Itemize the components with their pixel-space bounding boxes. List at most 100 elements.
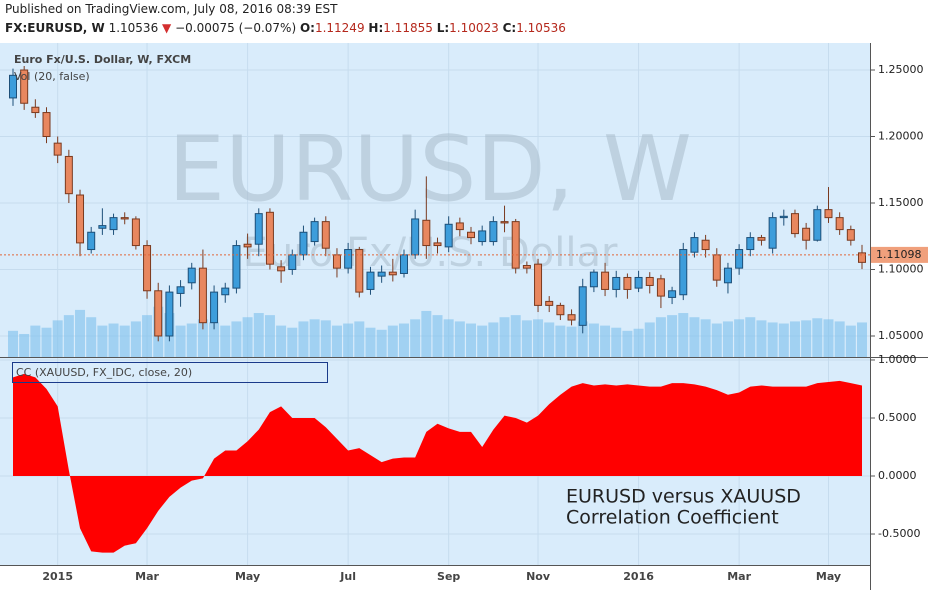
open-label: O:	[299, 21, 315, 35]
volume-bar	[398, 323, 409, 357]
x-tick-label: Sep	[437, 570, 460, 583]
volume-bar	[365, 327, 376, 357]
volume-bar	[678, 313, 689, 357]
price: 1.10536	[108, 21, 159, 35]
candle-body	[143, 245, 152, 292]
x-tick-label: 2016	[623, 570, 654, 583]
candle-body	[411, 218, 420, 256]
candle-body	[187, 267, 196, 284]
y-tick-label: 1.15000	[878, 196, 924, 209]
volume-bar	[298, 321, 309, 357]
volume-bar	[309, 319, 320, 357]
y-tick-label: -0.5000	[878, 527, 920, 540]
y-tick-label: 0.5000	[878, 411, 917, 424]
volume-bar	[510, 315, 521, 357]
volume-bar	[689, 317, 700, 357]
volume-bar	[354, 321, 365, 357]
candle-body	[310, 221, 319, 243]
candle-body	[98, 225, 107, 229]
candle-body	[299, 231, 308, 256]
volume-bar	[343, 323, 354, 357]
x-tick-label: May	[235, 570, 260, 583]
candle-body	[221, 287, 230, 296]
volume-bar	[499, 317, 510, 357]
candle-body	[467, 231, 476, 239]
volume-bar	[600, 325, 611, 357]
volume-bar	[644, 322, 655, 357]
candle-body	[802, 227, 811, 241]
candle-body	[198, 267, 207, 324]
quote-line: FX:EURUSD, W 1.10536 ▼ −0.00075 (−0.07%)…	[5, 21, 566, 35]
indicator-box	[12, 362, 328, 383]
candle-body	[679, 249, 688, 296]
volume-bar	[611, 327, 622, 357]
candle-body	[567, 314, 576, 321]
candle-body	[455, 222, 464, 231]
x-tick-label: May	[816, 570, 841, 583]
volume-bar	[789, 321, 800, 357]
watermark: EURUSD, W	[168, 117, 692, 222]
volume-bar	[231, 321, 242, 357]
candle-body	[522, 264, 531, 269]
candle-body	[64, 155, 73, 195]
volume-bar	[734, 319, 745, 357]
volume-bar	[767, 322, 778, 357]
volume-bar	[566, 326, 577, 357]
candle-body	[534, 263, 543, 306]
volume-bar	[331, 325, 342, 357]
volume-bar	[264, 315, 275, 357]
volume-bar	[812, 318, 823, 357]
volume-bar	[75, 309, 86, 357]
volume-bar	[711, 323, 722, 357]
x-tick-label: Mar	[135, 570, 159, 583]
volume-bar	[197, 319, 208, 357]
volume-bar	[655, 317, 666, 357]
candle-body	[668, 290, 677, 298]
volume-bar	[722, 321, 733, 357]
candle-body	[42, 112, 51, 137]
candle-body	[422, 219, 431, 247]
volume-bar	[577, 321, 588, 357]
volume-bar	[108, 323, 119, 357]
volume-bar	[86, 317, 97, 357]
candle-body	[746, 237, 755, 251]
volume-bar	[320, 320, 331, 357]
candle-body	[589, 271, 598, 288]
volume-bar	[857, 322, 867, 357]
volume-bar	[276, 325, 287, 357]
volume-bar	[220, 325, 231, 357]
volume-bar	[488, 322, 499, 357]
x-tick-label: Jul	[339, 570, 356, 583]
open: 1.11249	[314, 21, 365, 35]
volume-bar	[287, 327, 298, 357]
volume-bar	[119, 325, 130, 357]
volume-bar	[622, 330, 633, 357]
candle-body	[232, 245, 241, 289]
volume-bar	[756, 320, 767, 357]
candle-body	[366, 271, 375, 290]
candle-body	[321, 221, 330, 249]
volume-bar	[253, 313, 264, 357]
candle-body	[265, 211, 274, 265]
candle-body	[87, 231, 96, 251]
annotation: EURUSD versus XAUUSD	[566, 486, 801, 508]
candle-body	[768, 217, 777, 249]
candle-body	[210, 291, 219, 324]
candle-body	[500, 221, 509, 224]
candle-body	[701, 239, 710, 251]
volume-bar	[52, 320, 63, 357]
volume-bar	[801, 320, 812, 357]
close-label: C:	[502, 21, 517, 35]
candle-body	[288, 254, 297, 270]
volume-bar	[8, 330, 18, 357]
volume-bar	[588, 323, 599, 357]
candle-body	[53, 142, 62, 156]
candle-body	[165, 291, 174, 337]
volume-bar	[778, 323, 789, 357]
last-price-label: 1.11098	[876, 248, 922, 261]
pane-title: Euro Fx/U.S. Dollar, W, FXCM	[14, 53, 191, 66]
candle-body	[120, 217, 129, 220]
candle-body	[444, 223, 453, 248]
symbol: FX:EURUSD, W	[5, 21, 105, 35]
